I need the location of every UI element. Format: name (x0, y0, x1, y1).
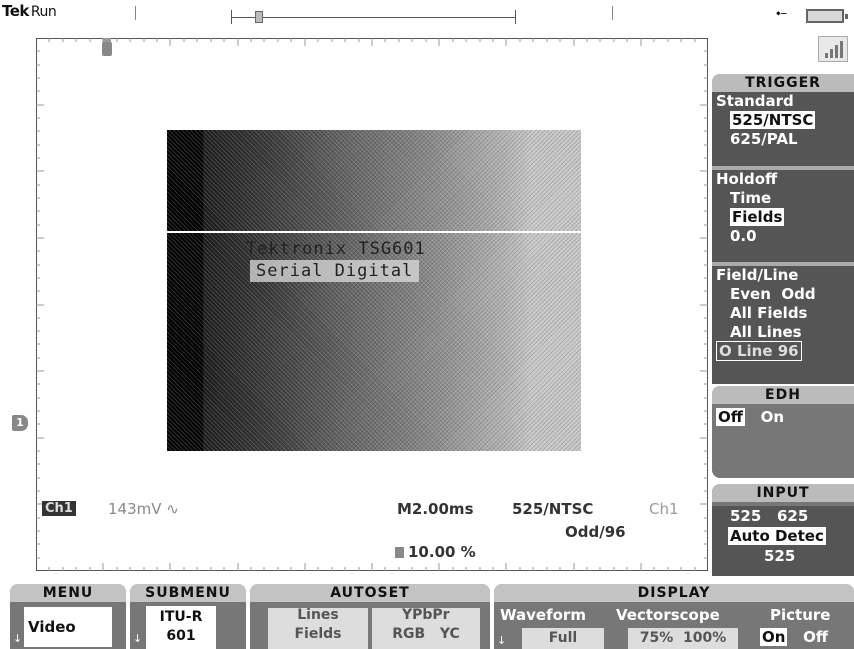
input-detected-value: 525 (764, 547, 796, 565)
video-picture (167, 130, 581, 451)
battery-icon (806, 9, 848, 23)
edh-on-option[interactable]: On (760, 408, 785, 426)
autoset-yc: YC (439, 626, 460, 642)
picture-on-option[interactable]: On (760, 628, 788, 646)
down-arrow-icon: ↓ (13, 632, 23, 645)
picture-button[interactable]: Picture On Off (756, 606, 852, 649)
vectorscope-label: Vectorscope (616, 606, 720, 624)
field-line-readout: Odd/96 (565, 523, 626, 541)
trigger-position-marker (102, 38, 112, 56)
holdoff-time-option[interactable]: Time (730, 189, 772, 207)
vectorscope-100[interactable]: 100% (683, 630, 727, 646)
field-line-label: Field/Line (716, 266, 799, 284)
volts-per-div-readout: 143mV ∿ (108, 500, 179, 518)
autoset-rgb: RGB (392, 626, 426, 642)
holdoff-group[interactable]: Holdoff Time Fields 0.0 (712, 170, 854, 262)
display-panel: DISPLAY Waveform Full ↓ Vectorscope 75% … (494, 584, 854, 649)
standard-readout: 525/NTSC (512, 500, 594, 518)
trigger-source-readout: Ch1 (649, 500, 679, 518)
submenu-value-line-2: 601 (166, 628, 196, 644)
field-odd-option[interactable]: Odd (781, 285, 816, 303)
input-menu-title: INPUT (712, 484, 854, 502)
field-line-group[interactable]: Field/Line Even Odd All Fields All Lines… (712, 266, 854, 384)
status-divider (612, 6, 613, 20)
edh-off-option[interactable]: Off (716, 408, 745, 426)
trigger-side-menu: TRIGGER Standard 525/NTSC 625/PAL Holdof… (712, 74, 854, 384)
holdoff-fields-option[interactable]: Fields (730, 208, 785, 226)
channel-1-ground-marker: 1 (12, 415, 28, 431)
picture-caption-line-2: Serial Digital (250, 260, 420, 282)
holdoff-label: Holdoff (716, 170, 778, 188)
menu-title: MENU (10, 584, 126, 602)
line-select-option[interactable]: O Line 96 (716, 341, 802, 361)
submenu-value-line-1: ITU-R (159, 609, 203, 625)
field-even-option[interactable]: Even (730, 285, 771, 303)
brand-logo: Tek (2, 2, 29, 20)
standard-label: Standard (716, 92, 794, 110)
menu-button[interactable]: MENU Video ↓ (10, 584, 126, 649)
power-plug-icon: ⬩– (776, 6, 788, 21)
trigger-marker-icon (395, 547, 404, 558)
input-525-option[interactable]: 525 (730, 507, 762, 525)
picture-caption-line-1: Tektronix TSG601 (246, 239, 426, 259)
submenu-value: ITU-R 601 (146, 606, 216, 649)
run-state: Run (30, 4, 57, 20)
down-arrow-icon: ↓ (497, 634, 507, 647)
autoset-lines-fields-button[interactable]: Lines Fields (268, 608, 368, 649)
autoset-title: AUTOSET (250, 584, 490, 602)
edh-menu-title: EDH (712, 386, 854, 404)
trigger-position-value: 10.00 % (408, 543, 476, 561)
submenu-button[interactable]: SUBMENU ITU-R 601 ↓ (130, 584, 246, 649)
input-auto-detect-option[interactable]: Auto Detec (728, 527, 826, 545)
trigger-position-readout: 10.00 % (395, 543, 476, 561)
all-lines-option[interactable]: All Lines (730, 323, 802, 341)
selected-line-indicator (167, 231, 581, 233)
standard-group[interactable]: Standard 525/NTSC 625/PAL (712, 92, 854, 166)
autoset-fields: Fields (294, 626, 342, 642)
input-625-option[interactable]: 625 (776, 507, 809, 525)
record-position-cursor[interactable] (255, 11, 263, 23)
picture-label: Picture (770, 606, 831, 624)
down-arrow-icon: ↓ (133, 632, 143, 645)
autoset-ypbpr: YPbPr (402, 607, 450, 623)
timebase-readout: M2.00ms (397, 500, 474, 518)
signal-strength-icon (818, 36, 848, 62)
holdoff-value[interactable]: 0.0 (730, 227, 757, 245)
vectorscope-75[interactable]: 75% (639, 630, 674, 646)
record-length-bar[interactable] (231, 10, 516, 24)
display-title: DISPLAY (494, 584, 854, 602)
waveform-value: Full (522, 628, 604, 649)
standard-525-option[interactable]: 525/NTSC (730, 111, 816, 129)
input-side-menu[interactable]: INPUT 525 625 Auto Detec 525 (712, 484, 854, 576)
brand-status: Tek Run (2, 2, 57, 20)
edh-side-menu[interactable]: EDH Off On (712, 386, 854, 478)
autoset-format-button[interactable]: YPbPr RGB YC (372, 608, 480, 649)
status-divider (135, 6, 136, 20)
autoset-panel: AUTOSET Lines Fields YPbPr RGB YC (250, 584, 490, 649)
picture-caption: Tektronix TSG601 Serial Digital (240, 238, 490, 282)
channel-label: Ch1 (42, 501, 76, 516)
menu-value: Video (24, 607, 112, 647)
waveform-label: Waveform (500, 606, 586, 624)
vectorscope-button[interactable]: Vectorscope 75% 100% (616, 606, 746, 649)
trigger-menu-title: TRIGGER (712, 74, 854, 92)
all-fields-option[interactable]: All Fields (730, 304, 808, 322)
autoset-lines: Lines (297, 607, 339, 623)
standard-625-option[interactable]: 625/PAL (730, 130, 798, 148)
picture-off-option[interactable]: Off (803, 628, 829, 646)
submenu-title: SUBMENU (130, 584, 246, 602)
waveform-button[interactable]: Waveform Full ↓ (497, 606, 610, 649)
